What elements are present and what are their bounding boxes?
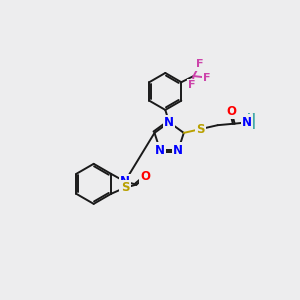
Text: F: F xyxy=(196,59,203,70)
Text: S: S xyxy=(196,122,205,136)
Text: O: O xyxy=(226,105,236,118)
Text: N: N xyxy=(173,144,183,157)
Text: N: N xyxy=(164,116,174,129)
Text: S: S xyxy=(121,181,129,194)
Text: H: H xyxy=(247,113,256,123)
Text: N: N xyxy=(242,116,252,129)
Text: N: N xyxy=(155,144,165,157)
Text: H: H xyxy=(247,121,256,131)
Text: F: F xyxy=(203,73,211,82)
Text: O: O xyxy=(141,170,151,183)
Text: F: F xyxy=(188,80,196,90)
Text: N: N xyxy=(120,175,130,188)
